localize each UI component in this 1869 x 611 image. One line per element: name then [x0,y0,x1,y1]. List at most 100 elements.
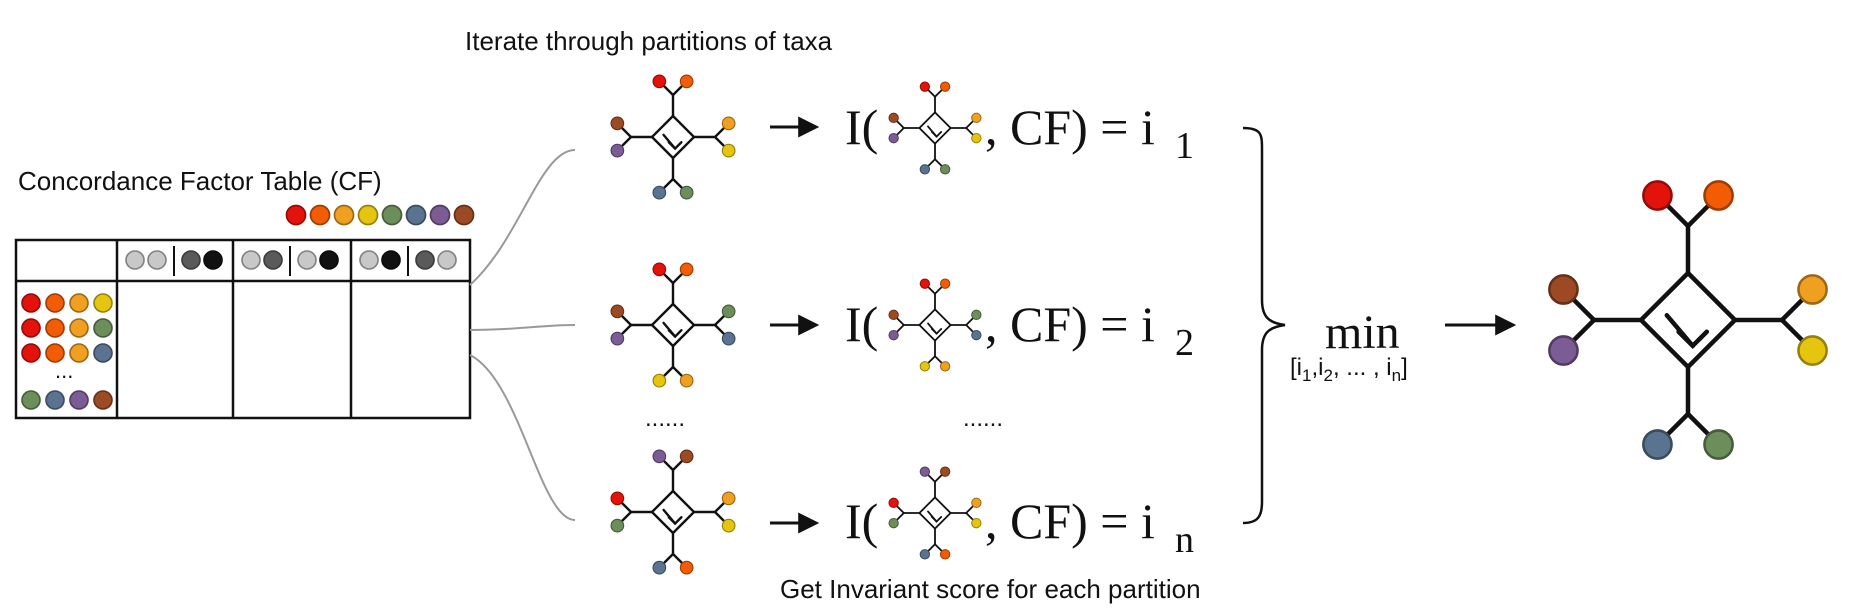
table-ellipsis: ... [55,358,73,383]
table-header-quartets [125,246,457,276]
header-dot-light_gray [297,250,317,270]
min-label: min [1325,306,1400,359]
leaf-right-slate_blue [971,329,982,341]
leaf-left-brown [610,116,625,131]
formula-2: I( , CF) = i 2 [845,296,1194,364]
leaf-top-purple [652,449,667,464]
formula-prefix: I( [845,296,878,352]
row-dots-right: ...... [963,405,1003,432]
leaf-left-green [888,517,899,529]
quartet-dot-orange [69,343,89,363]
leaf-right-yellow [971,132,982,144]
leaf-left-red [888,497,899,509]
leaf-right-orange [971,112,982,124]
header-dot-black [319,250,339,270]
leaf-right-orange [721,116,736,131]
header-dot-light_gray [359,250,379,270]
leaf-top-dark_orange [1703,180,1734,211]
header-dot-light_gray [241,250,261,270]
taxa-legend [285,204,475,226]
header-dot-black [381,250,401,270]
leaf-bottom-green [679,185,694,200]
leaf-top-red [1642,180,1673,211]
header-dot-light_gray [437,250,457,270]
formula-subscript: 1 [1175,125,1194,167]
formula-subscript: n [1175,519,1194,561]
min-subscript: [i1,i2, ... , in] [1290,354,1408,385]
partition-tree-3 [610,449,736,575]
header-dot-light_gray [125,250,145,270]
leaf-bottom-dark_orange [939,549,951,560]
quartet-dot-yellow [93,293,113,313]
leaf-right-yellow [1797,335,1828,366]
leaf-bottom-orange [939,361,951,372]
formula-suffix: , CF) = i [985,296,1155,352]
leaf-left-green [610,518,625,533]
formula-tree-3 [888,466,982,560]
header-dot-black [203,250,223,270]
leaf-top-dark_orange [679,74,694,89]
formula-suffix: , CF) = i [985,99,1155,155]
formula-1: I( , CF) = i 1 [845,99,1194,167]
leaf-right-slate_blue [721,331,736,346]
leaf-bottom-yellow [919,361,931,372]
bottom-caption: Get Invariant score for each partition [780,574,1201,604]
cf-table: ... [14,204,475,420]
quartet-dot-green [21,390,41,410]
legend-dot-orange [333,204,355,226]
leaf-right-yellow [721,143,736,158]
quartet-dot-slate_blue [93,343,113,363]
leaf-left-brown [1548,274,1579,305]
formula-mini-trees [888,81,982,560]
leaf-right-green [721,304,736,319]
partition-arrows [770,116,820,534]
header-dot-light_gray [147,250,167,270]
legend-dot-purple [429,204,451,226]
leaf-top-red [919,278,931,289]
legend-dot-yellow [357,204,379,226]
formula-3: I( , CF) = i n [845,493,1194,561]
leaf-right-orange [721,491,736,506]
leaf-left-purple [610,143,625,158]
leaf-bottom-green [1703,429,1734,460]
formula-prefix: I( [845,99,878,155]
quartet-dot-brown [93,390,113,410]
leaf-top-purple [919,466,931,477]
curly-brace [1242,126,1286,525]
leaf-top-brown [939,466,951,477]
header-dot-dark_gray [415,250,435,270]
partition-tree-2 [610,262,736,388]
leaf-left-brown [888,112,899,124]
leaf-bottom-slate_blue [652,560,667,575]
leaf-top-dark_orange [679,262,694,277]
leaf-bottom-yellow [652,373,667,388]
quartet-dot-dark_orange [45,343,65,363]
leaf-left-purple [888,329,899,341]
partition-trees [610,74,736,575]
leaf-left-purple [1548,335,1579,366]
formula-tree-1 [888,81,982,175]
leaf-top-red [652,262,667,277]
row-dots-left: ...... [645,405,685,432]
leaf-right-yellow [971,517,982,529]
quartet-dot-slate_blue [45,390,65,410]
leaf-bottom-slate_blue [919,164,931,175]
result-tree [1548,180,1828,460]
optimal-network [1548,180,1828,460]
legend-dot-slate_blue [405,204,427,226]
leaf-left-brown [610,304,625,319]
leaf-right-green [971,309,982,321]
leaf-top-dark_orange [939,278,951,289]
leaf-right-orange [1797,274,1828,305]
legend-dot-red [285,204,307,226]
quartet-dot-red [21,293,41,313]
quartet-dot-green [93,318,113,338]
top-caption: Iterate through partitions of taxa [465,26,833,56]
legend-dot-green [381,204,403,226]
table-row-quartets [21,293,113,410]
legend-dot-brown [453,204,475,226]
quartet-dot-red [21,343,41,363]
quartet-dot-red [21,318,41,338]
leaf-left-brown [888,309,899,321]
